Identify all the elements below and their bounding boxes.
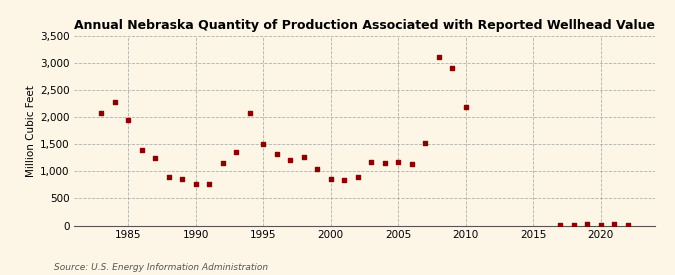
Point [285,158,296,163]
Point [258,141,269,146]
Point [555,222,566,227]
Point [582,222,593,227]
Point [406,161,417,166]
Point [447,66,458,70]
Point [433,55,444,60]
Point [217,160,228,165]
Point [420,140,431,145]
Point [298,155,309,159]
Point [379,161,390,165]
Point [460,104,471,109]
Point [568,223,579,227]
Point [109,100,120,104]
Point [190,182,201,186]
Point [150,156,161,160]
Point [204,182,215,186]
Point [609,222,620,226]
Point [325,177,336,181]
Point [231,150,242,155]
Point [123,118,134,122]
Point [244,111,255,115]
Point [393,160,404,164]
Point [366,160,377,164]
Point [622,223,633,227]
Point [352,175,363,180]
Y-axis label: Million Cubic Feet: Million Cubic Feet [26,85,36,177]
Point [312,167,323,171]
Point [96,111,107,115]
Point [136,147,147,152]
Title: Annual Nebraska Quantity of Production Associated with Reported Wellhead Value: Annual Nebraska Quantity of Production A… [74,19,655,32]
Point [339,178,350,182]
Text: Source: U.S. Energy Information Administration: Source: U.S. Energy Information Administ… [54,263,268,272]
Point [271,152,282,156]
Point [595,223,606,227]
Point [177,177,188,181]
Point [163,175,174,179]
